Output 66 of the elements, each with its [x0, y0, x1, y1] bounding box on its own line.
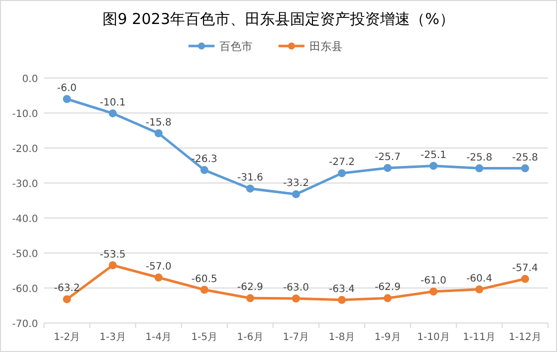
legend-label: 百色市 — [220, 40, 252, 53]
point — [338, 296, 346, 304]
chart-title: 图9 2023年百色市、田东县固定资产投资增速（%） — [102, 10, 454, 28]
x-tick-label: 1-7月 — [282, 332, 310, 343]
point — [521, 274, 530, 283]
data-label: -25.8 — [466, 152, 492, 164]
x-tick-label: 1-12月 — [508, 332, 542, 343]
point — [292, 294, 300, 302]
point — [338, 169, 346, 178]
y-tick-label: -50.0 — [12, 249, 38, 260]
data-label: -10.1 — [100, 97, 126, 108]
data-label: -63.4 — [328, 284, 355, 295]
y-tick-label: -20.0 — [12, 144, 38, 155]
point — [62, 95, 71, 103]
y-tick-label: -10.0 — [12, 109, 38, 120]
point — [154, 274, 163, 282]
x-tick-label: 1-6月 — [237, 332, 264, 343]
x-tick-label: 1-3月 — [100, 332, 126, 343]
data-label: -62.9 — [374, 282, 401, 294]
data-label: -57.0 — [146, 262, 172, 272]
data-label: -60.4 — [466, 273, 492, 284]
data-label: -6.0 — [57, 83, 77, 94]
data-label: -26.3 — [191, 154, 218, 166]
x-tick-label: 1-11月 — [462, 332, 496, 343]
point — [429, 162, 438, 170]
point — [200, 286, 208, 294]
point — [521, 164, 530, 172]
x-tick-label: 1-8月 — [328, 332, 355, 343]
point — [384, 294, 392, 302]
point — [246, 294, 254, 302]
point — [200, 166, 208, 174]
data-label: -61.0 — [420, 276, 446, 286]
x-tick-label: 1-9月 — [374, 332, 401, 343]
point — [429, 288, 438, 296]
data-label: -33.2 — [283, 178, 309, 190]
x-tick-label: 1-5月 — [191, 332, 218, 343]
point — [475, 164, 484, 172]
data-label: -25.1 — [420, 150, 446, 161]
data-label: -27.2 — [328, 157, 355, 168]
data-label: -25.8 — [512, 152, 538, 164]
point — [108, 109, 117, 118]
point — [292, 190, 300, 198]
data-label: -25.7 — [374, 152, 401, 163]
point — [154, 129, 163, 138]
y-tick-label: 0.0 — [22, 74, 38, 85]
x-tick-label: 1-10月 — [417, 332, 450, 343]
data-label: -31.6 — [237, 172, 264, 184]
legend-label: 田东县 — [310, 40, 342, 53]
y-tick-label: -60.0 — [12, 284, 38, 295]
point — [62, 295, 71, 304]
data-label: -15.8 — [146, 117, 172, 128]
point — [246, 184, 254, 193]
data-label: -60.5 — [191, 274, 218, 285]
data-label: -63.0 — [283, 282, 309, 294]
x-tick-label: 1-4月 — [145, 332, 172, 343]
y-tick-label: -30.0 — [12, 179, 38, 190]
data-label: -57.4 — [512, 262, 538, 274]
data-label: -62.9 — [237, 282, 264, 294]
data-label: -63.2 — [54, 283, 80, 294]
point — [108, 261, 117, 270]
y-tick-label: -70.0 — [12, 319, 38, 330]
point — [384, 164, 392, 172]
data-label: -53.5 — [100, 249, 126, 260]
point — [475, 285, 484, 294]
y-tick-label: -40.0 — [12, 214, 38, 225]
x-tick-label: 1-2月 — [54, 332, 80, 343]
